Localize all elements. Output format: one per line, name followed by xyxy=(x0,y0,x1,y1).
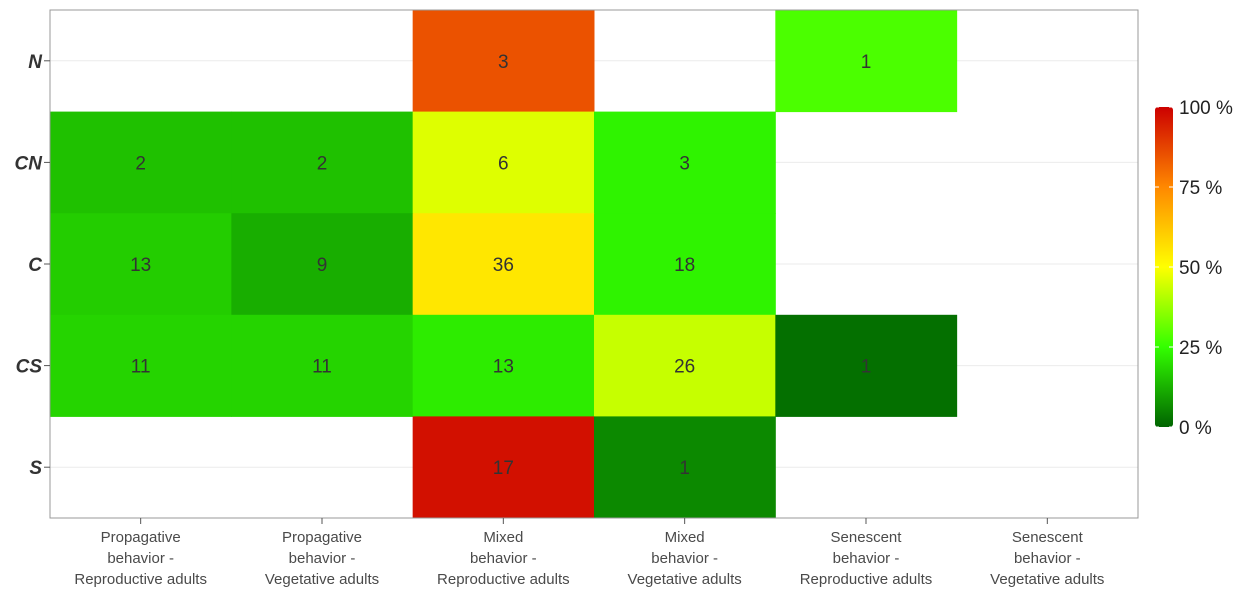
cell-value-label: 1 xyxy=(861,52,872,73)
heatmap-cell xyxy=(412,314,595,417)
colorbar-legend: 100 % 75 % 50 % 25 % 0 % xyxy=(1155,98,1233,439)
y-tick-label: N xyxy=(28,52,43,73)
heatmap-cell xyxy=(775,314,958,417)
y-tick-label: S xyxy=(29,458,42,479)
x-tick-label: Propagative behavior -Reproductive adults xyxy=(74,529,207,588)
heatmap-cell xyxy=(231,111,414,214)
cell-value-label: 2 xyxy=(135,153,146,174)
x-tick-label: Senescent behavior -Vegetative adults xyxy=(990,529,1104,588)
colorbar-label: 50 % xyxy=(1179,258,1222,279)
cell-value-label: 13 xyxy=(130,255,151,276)
heatmap-cell xyxy=(50,213,232,316)
heatmap-cell xyxy=(593,111,776,214)
heatmap-cell xyxy=(593,213,776,316)
heatmap-cell xyxy=(412,111,595,214)
y-axis: N CN C CS S xyxy=(15,52,50,479)
cell-value-label: 36 xyxy=(493,255,514,276)
cell-value-label: 18 xyxy=(674,255,695,276)
y-tick-label: CN xyxy=(15,153,44,174)
cell-value-label: 26 xyxy=(674,357,695,378)
heatmap-cell xyxy=(50,314,232,417)
cell-value-label: 11 xyxy=(131,357,151,378)
colorbar-label: 100 % xyxy=(1179,98,1233,119)
colorbar-label: 0 % xyxy=(1179,418,1212,439)
cell-value-label: 2 xyxy=(317,153,328,174)
x-axis: Propagative behavior -Reproductive adults… xyxy=(74,518,1104,588)
heatmap-cell xyxy=(50,111,232,214)
colorbar xyxy=(1155,107,1173,427)
x-tick-label: Propagative behavior -Vegetative adults xyxy=(265,529,379,588)
cell-value-label: 11 xyxy=(312,357,332,378)
heatmap-cell xyxy=(231,314,414,417)
cell-value-label: 17 xyxy=(493,458,514,479)
cell-value-label: 6 xyxy=(498,153,509,174)
heatmap-cell xyxy=(231,213,414,316)
cell-value-label: 3 xyxy=(679,153,690,174)
cell-value-label: 3 xyxy=(498,52,509,73)
x-tick-label: Mixed behavior -Reproductive adults xyxy=(437,529,570,588)
y-tick-label: C xyxy=(28,255,42,276)
heatmap-cell xyxy=(412,416,595,519)
y-tick-label: CS xyxy=(16,357,43,378)
heatmap-cell xyxy=(775,10,958,113)
colorbar-label: 75 % xyxy=(1179,178,1222,199)
heatmap-cell xyxy=(593,314,776,417)
cell-value-label: 9 xyxy=(317,255,328,276)
x-tick-label: Senescent behavior -Reproductive adults xyxy=(800,529,933,588)
heatmap-cell xyxy=(412,10,595,113)
cell-value-label: 1 xyxy=(679,458,690,479)
cell-value-label: 1 xyxy=(861,357,872,378)
x-tick-label: Mixed behavior -Vegetative adults xyxy=(628,529,742,588)
heatmap-cell xyxy=(412,213,595,316)
heatmap-cell xyxy=(593,416,776,519)
colorbar-label: 25 % xyxy=(1179,338,1222,359)
cell-value-label: 13 xyxy=(493,357,514,378)
